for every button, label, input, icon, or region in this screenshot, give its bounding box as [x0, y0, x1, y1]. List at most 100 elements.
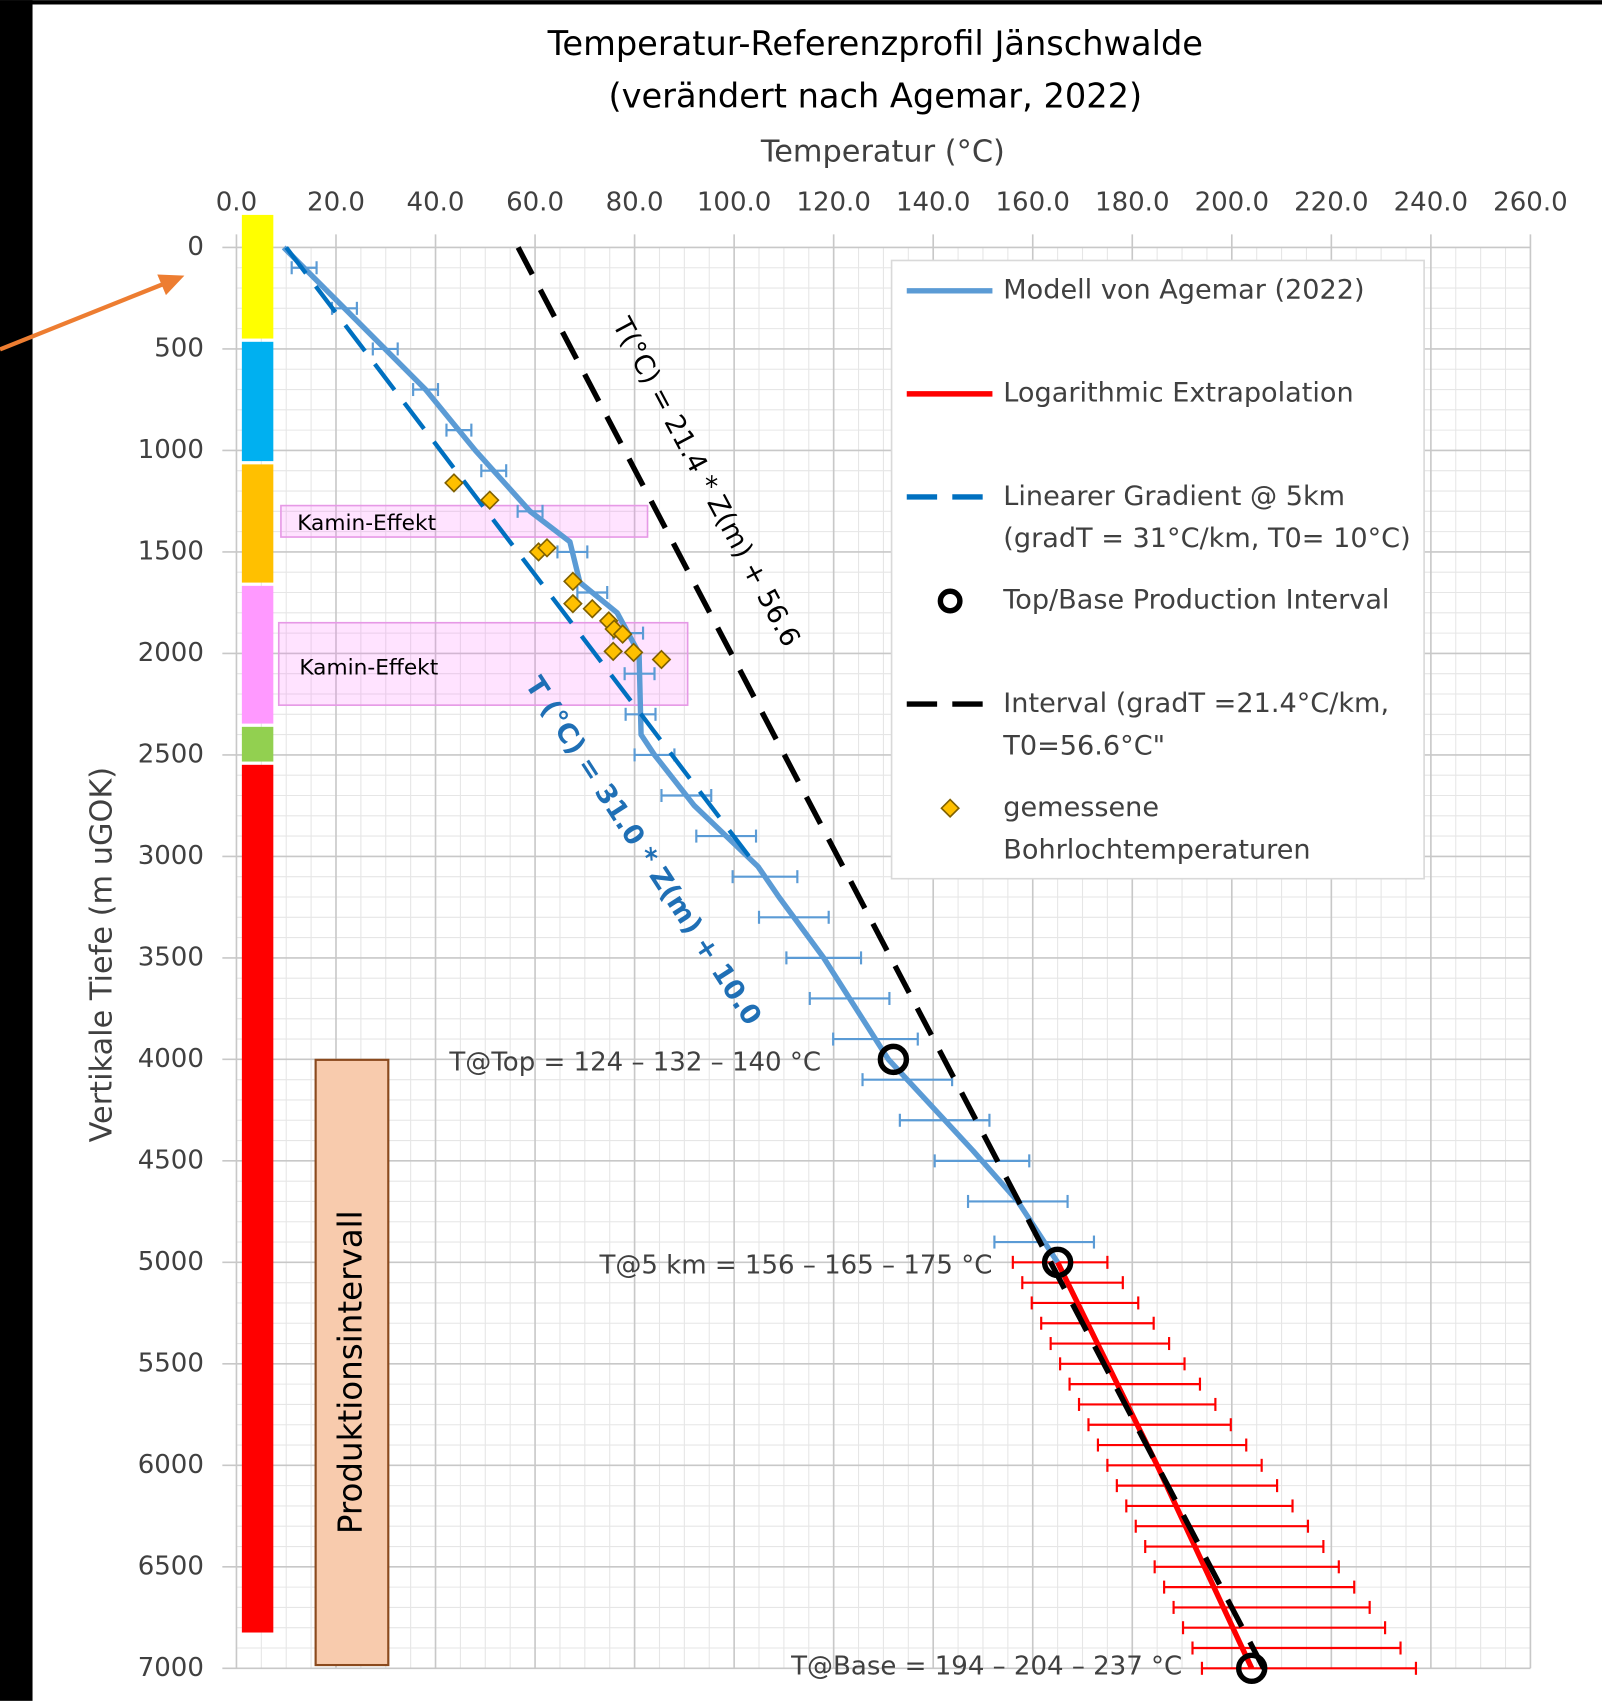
series-line — [1055, 1261, 1255, 1670]
stratum — [241, 764, 274, 1633]
error-bar — [1163, 1580, 1356, 1594]
plot — [281, 245, 1418, 1685]
marker-diamond — [537, 538, 557, 558]
error-bar — [1144, 1540, 1325, 1554]
y-tick-label: 3000 — [138, 841, 204, 871]
y-tick-label: 4500 — [138, 1145, 204, 1175]
legend: Modell von Agemar (2022) Logarithmic Extr… — [906, 274, 1411, 865]
x-tick-label: 80.0 — [606, 187, 664, 217]
x-tick-label: 160.0 — [995, 187, 1069, 217]
pointer-arrow — [0, 274, 185, 352]
legend-label: Linearer Gradient @ 5km (gradT = 31°C/km,… — [1003, 480, 1410, 553]
x-tick-label: 60.0 — [506, 187, 564, 217]
kamin-label: Kamin-Effekt — [297, 511, 436, 536]
y-tick-label: 500 — [154, 333, 204, 363]
y-axis-label: Vertikale Tiefe (m uGOK) — [85, 767, 120, 1143]
error-bar — [1021, 1276, 1124, 1290]
marker-circle — [1235, 1652, 1268, 1685]
error-bar — [1106, 1458, 1263, 1472]
x-tick-label: 40.0 — [407, 187, 465, 217]
error-bar — [1096, 1438, 1248, 1452]
stratum — [241, 585, 274, 724]
error-bar — [1049, 1337, 1171, 1351]
series-line — [515, 246, 1267, 1670]
y-tick-label: 6500 — [138, 1551, 204, 1581]
marker-diamond — [582, 598, 603, 619]
marker-diamond — [651, 649, 672, 670]
legend-label: Interval (gradT =21.4°C/km, T0=56.6°C" — [1002, 688, 1389, 761]
chart-subtitle: (verändert nach Agemar, 2022) — [608, 76, 1142, 115]
error-bar — [1181, 1621, 1387, 1635]
legend-label: Top/Base Production Interval — [1002, 585, 1389, 616]
marker-circle — [937, 588, 963, 614]
x-tick-label: 240.0 — [1394, 187, 1468, 217]
legend-label-line: T0=56.6°C" — [1002, 730, 1165, 761]
error-bar — [1059, 1357, 1186, 1371]
error-bar — [1172, 1600, 1371, 1614]
series-line — [281, 245, 1060, 1264]
legend-label-line: (gradT = 31°C/km, T0= 10°C) — [1003, 523, 1410, 554]
x-axis-label: Temperatur (°C) — [760, 135, 1005, 170]
error-bar — [1030, 1296, 1140, 1310]
stratum — [241, 214, 274, 339]
y-tick-label: 7000 — [138, 1653, 204, 1683]
chart-title: Temperatur-Referenzprofil Jänschwalde — [547, 24, 1203, 63]
error-bar — [1115, 1479, 1279, 1493]
x-tick-label: 120.0 — [796, 187, 870, 217]
y-tick-label: 5500 — [138, 1348, 204, 1378]
stratum — [241, 726, 274, 762]
kamin-label: Kamin-Effekt — [299, 655, 438, 680]
x-tick-label: 0.0 — [216, 187, 257, 217]
annotation: T@Base = 194 – 204 – 237 °C — [790, 1652, 1182, 1682]
marker-diamond — [623, 642, 644, 663]
strata-column — [241, 214, 274, 1633]
marker-diamond — [603, 641, 624, 662]
y-tick-label: 2500 — [138, 739, 204, 769]
marker-diamond — [940, 798, 960, 819]
error-bar — [1191, 1641, 1402, 1655]
y-tick-label: 0 — [187, 232, 204, 262]
arrow-shaft — [0, 282, 164, 352]
arrow-head — [157, 274, 185, 296]
x-tick-label: 200.0 — [1195, 187, 1269, 217]
y-tick-label: 3500 — [138, 942, 204, 972]
error-bar — [1077, 1397, 1217, 1411]
marker-diamond — [563, 571, 583, 592]
legend-label-line: gemessene — [1003, 792, 1159, 823]
marker-diamond — [612, 624, 633, 644]
marker-circle — [1041, 1246, 1074, 1279]
annotation: T@Top = 124 – 132 – 140 °C — [448, 1048, 821, 1078]
error-bar — [1125, 1499, 1294, 1513]
x-tick-label: 220.0 — [1294, 187, 1368, 217]
x-tick-label: 260.0 — [1493, 187, 1567, 217]
error-bar — [1068, 1377, 1202, 1391]
x-tick-label: 100.0 — [697, 187, 771, 217]
stratum — [241, 341, 274, 462]
error-bar — [1153, 1560, 1340, 1574]
legend-label-line: Interval (gradT =21.4°C/km, — [1003, 688, 1389, 719]
y-tick-label: 1000 — [138, 435, 204, 465]
error-bar — [1134, 1519, 1310, 1533]
x-tick-label: 20.0 — [307, 187, 365, 217]
production-interval-box — [314, 1058, 390, 1667]
legend-label: Modell von Agemar (2022) — [1003, 274, 1364, 305]
series-line — [284, 246, 751, 858]
y-tick-label: 1500 — [138, 536, 204, 566]
error-bar — [1040, 1316, 1155, 1330]
y-tick-label: 4000 — [138, 1044, 204, 1074]
x-tick-label: 180.0 — [1095, 187, 1169, 217]
marker-diamond — [479, 490, 500, 510]
legend-label-line: Linearer Gradient @ 5km — [1003, 480, 1345, 511]
black-margin-top — [0, 0, 1602, 5]
legend-label: gemessene Bohrlochtemperaturen — [1003, 792, 1310, 865]
marker-diamond — [444, 473, 464, 493]
marker-circle — [877, 1043, 910, 1076]
black-margin — [0, 0, 33, 1701]
error-bar — [1087, 1418, 1232, 1432]
y-tick-label: 5000 — [138, 1247, 204, 1277]
marker-diamond — [563, 593, 583, 614]
annotation: T@5 km = 156 – 165 – 175 °C — [598, 1250, 992, 1280]
y-tick-label: 6000 — [138, 1450, 204, 1480]
x-tick-label: 140.0 — [896, 187, 970, 217]
